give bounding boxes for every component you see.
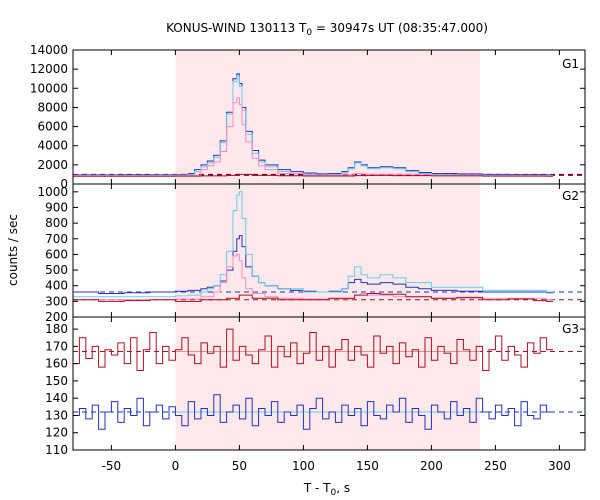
- y-tick-label: 140: [45, 391, 68, 405]
- y-tick-label: 10000: [30, 81, 68, 95]
- y-tick-label: 600: [45, 247, 68, 261]
- x-tick-label: 150: [356, 459, 379, 473]
- x-tick-label: 100: [292, 459, 315, 473]
- series-dark-red-g2: [73, 293, 553, 302]
- series-dark-blue-g3: [73, 394, 553, 430]
- series-dark-red-g3: [73, 328, 553, 371]
- y-tick-label: 300: [45, 294, 68, 308]
- y-tick-label: 8000: [37, 100, 68, 114]
- y-tick-label: 500: [45, 263, 68, 277]
- x-tick-label: 50: [232, 459, 247, 473]
- panel-frame-g3: [72, 316, 586, 451]
- series-pink-g1: [73, 97, 553, 177]
- tick-layer: 0200040006000800010000120001400020030040…: [30, 43, 585, 473]
- x-tick-label: -50: [102, 459, 122, 473]
- y-tick-label: 0: [60, 177, 68, 191]
- shaded-interval-layer: [175, 50, 481, 450]
- series-light-blue-g2: [73, 191, 553, 298]
- y-tick-label: 120: [45, 426, 68, 440]
- y-tick-label: 130: [45, 408, 68, 422]
- y-tick-label: 400: [45, 279, 68, 293]
- y-tick-label: 1000: [37, 185, 68, 199]
- chart-title: KONUS-WIND 130113 T0 = 30947s UT (08:35:…: [166, 21, 488, 38]
- x-tick-label: 200: [420, 459, 443, 473]
- y-tick-label: 14000: [30, 43, 68, 57]
- series-pink-g2: [73, 253, 553, 301]
- x-tick-label: 0: [172, 459, 180, 473]
- y-tick-label: 900: [45, 200, 68, 214]
- series-layer: [73, 73, 585, 430]
- series-light-blue-g1: [73, 75, 553, 176]
- y-tick-label: 700: [45, 232, 68, 246]
- y-tick-label: 160: [45, 357, 68, 371]
- y-tick-label: 180: [45, 322, 68, 336]
- series-dark-blue-g1: [73, 73, 553, 176]
- y-tick-label: 110: [45, 443, 68, 457]
- x-axis-label: T - T0, s: [303, 481, 350, 498]
- y-tick-label: 6000: [37, 120, 68, 134]
- plot-frame: [72, 49, 586, 451]
- shaded-burst-interval: [175, 50, 481, 450]
- y-axis-label: counts / sec: [6, 214, 20, 286]
- x-tick-label: 250: [484, 459, 507, 473]
- y-tick-label: 4000: [37, 139, 68, 153]
- panel-label-g1: G1: [562, 57, 579, 71]
- y-tick-label: 2000: [37, 158, 68, 172]
- y-tick-label: 170: [45, 339, 68, 353]
- y-tick-label: 150: [45, 374, 68, 388]
- y-tick-label: 800: [45, 216, 68, 230]
- y-tick-label: 200: [45, 310, 68, 324]
- panel-label-g3: G3: [562, 322, 579, 336]
- series-dark-red-g1: [73, 173, 553, 177]
- x-tick-label: 300: [548, 459, 571, 473]
- panel-label-g2: G2: [562, 189, 579, 203]
- y-tick-label: 12000: [30, 62, 68, 76]
